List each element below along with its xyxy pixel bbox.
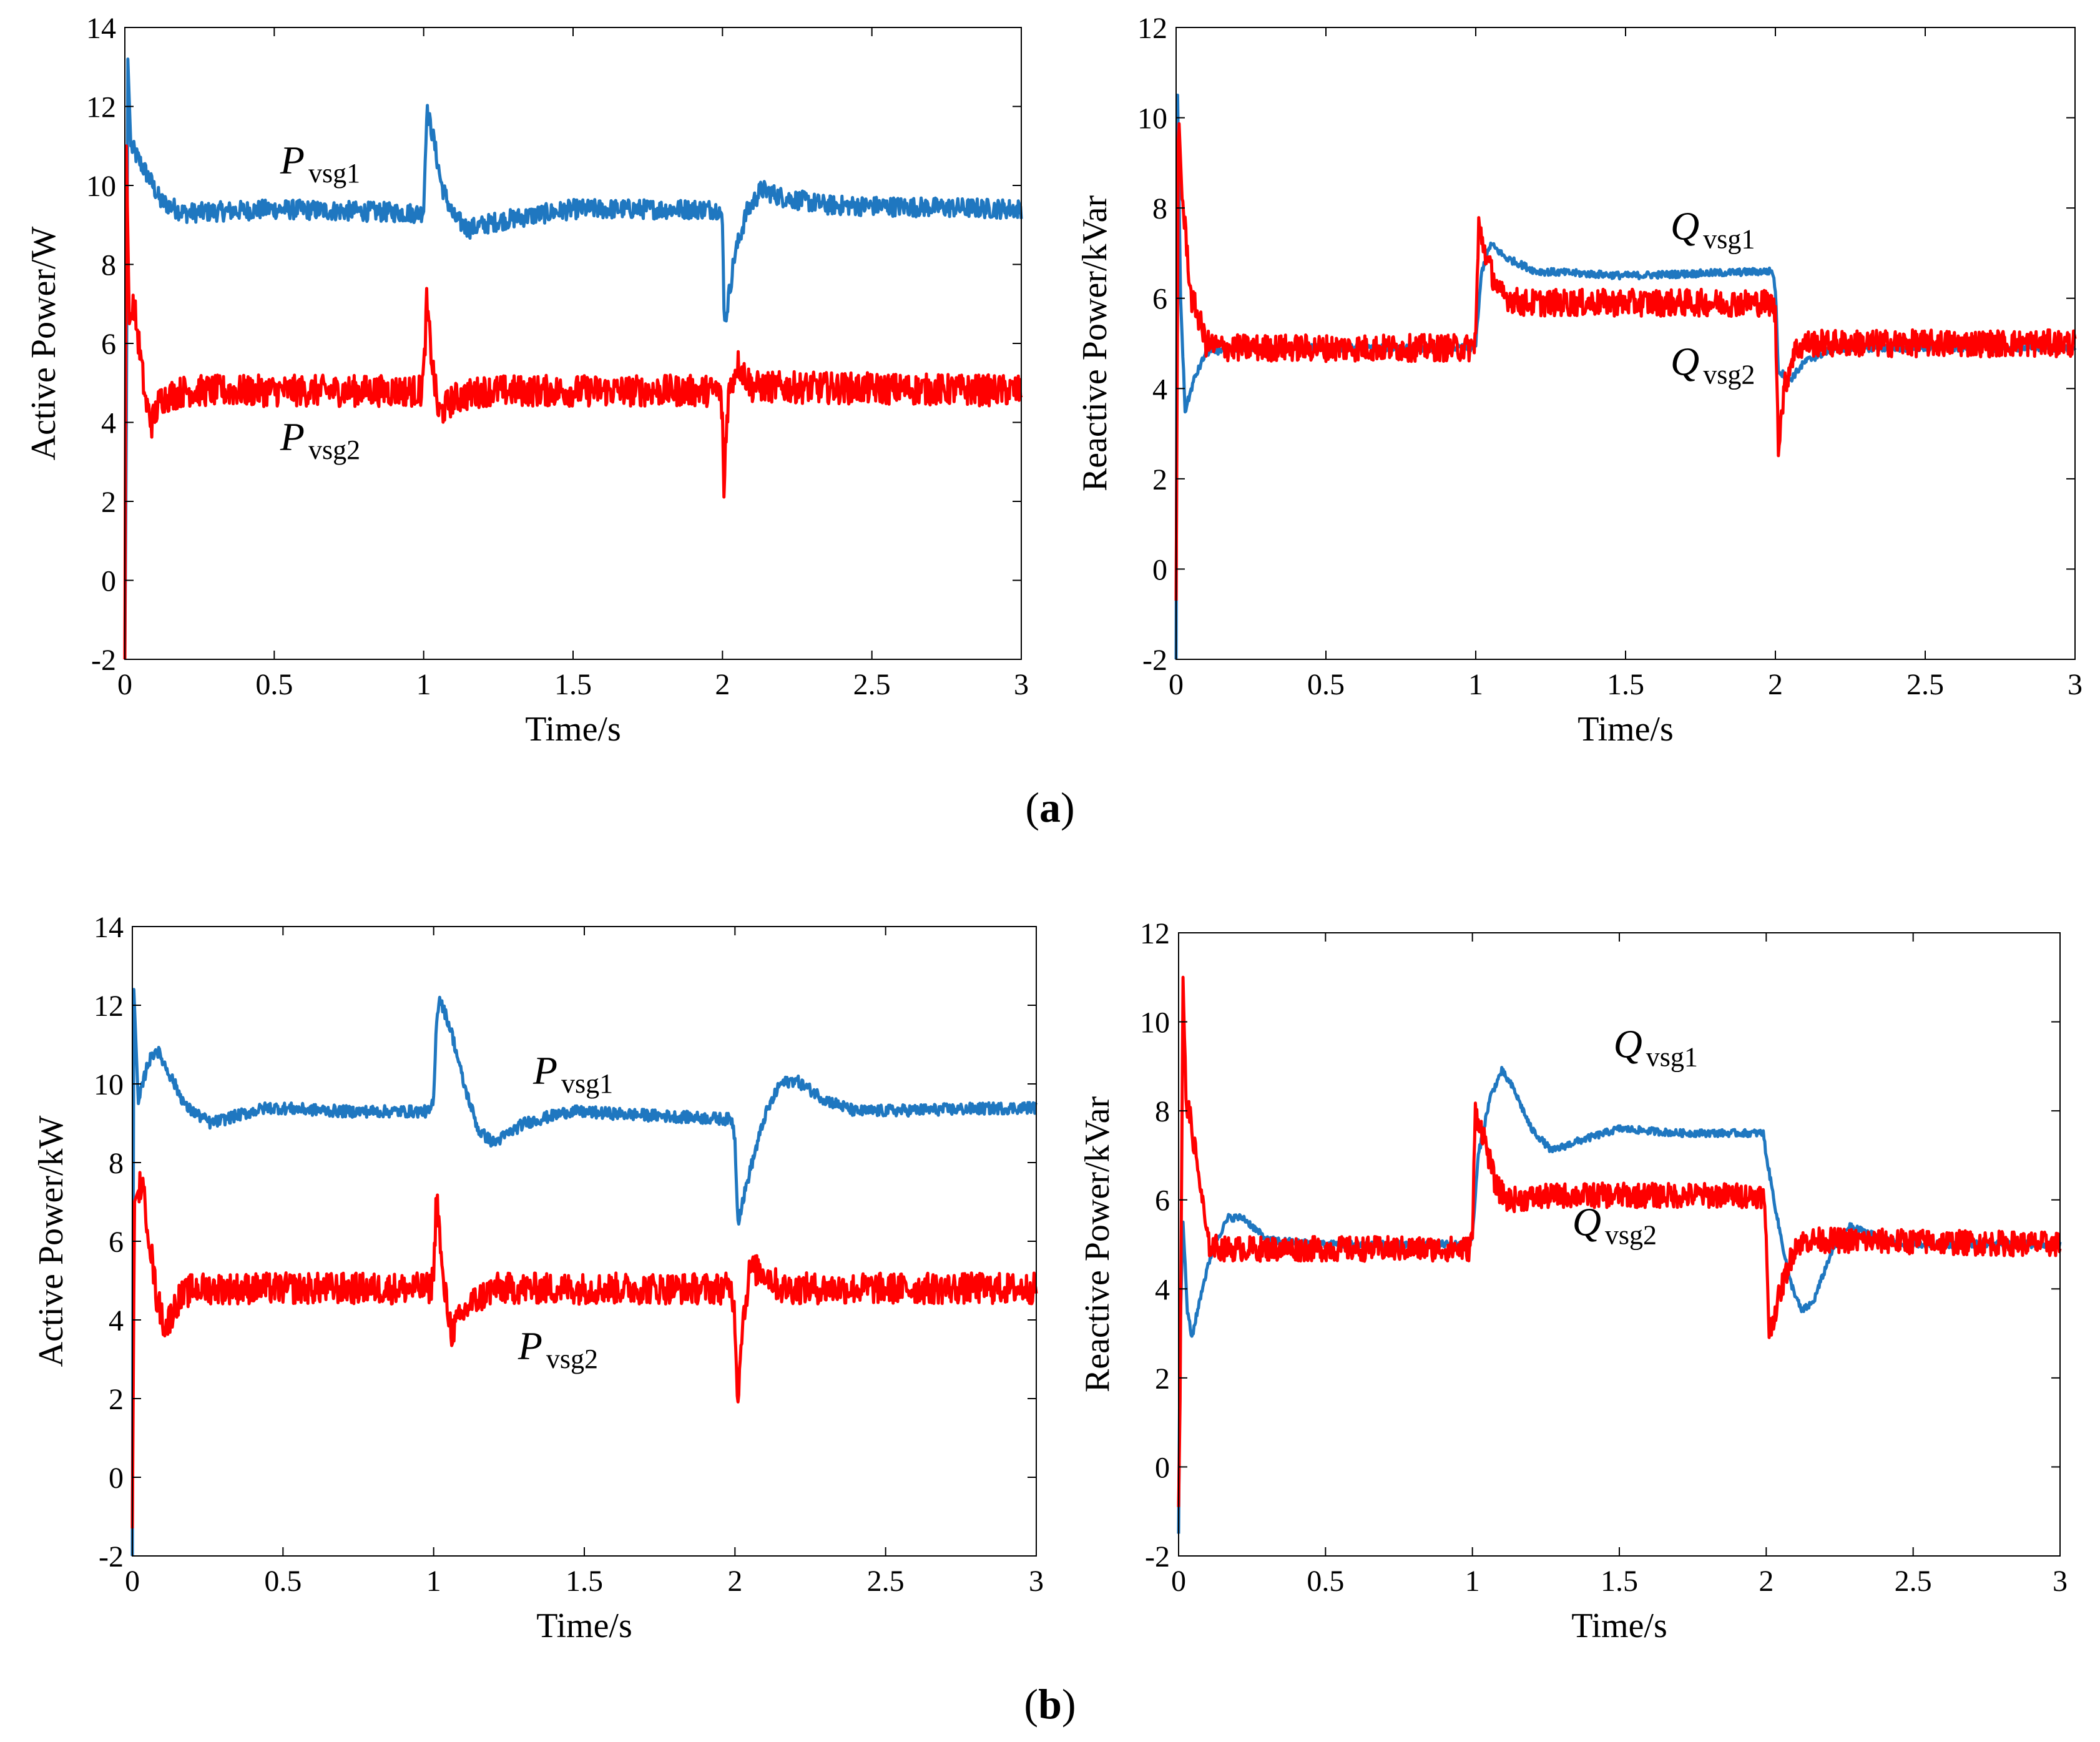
y-tick-label: 14	[86, 12, 116, 45]
x-axis-label: Time/s	[536, 1607, 632, 1645]
y-tick-label: 2	[1155, 1362, 1170, 1395]
y-tick-label: 12	[94, 990, 124, 1023]
y-tick-label: 10	[1140, 1006, 1170, 1040]
y-tick-label: 0	[1152, 553, 1167, 586]
series-p-vsg2-line	[123, 144, 1023, 660]
y-tick-label: 6	[1155, 1184, 1170, 1218]
x-tick-label: 0	[117, 668, 132, 701]
x-tick-label: 1.5	[554, 668, 592, 701]
x-tick-label: 1.5	[1601, 1565, 1638, 1598]
y-axis-label: Reactive Power/kVar	[1078, 1096, 1117, 1393]
y-tick-label: -2	[1145, 1540, 1170, 1573]
series-q-vsg1-line	[1177, 1066, 2062, 1534]
y-tick-label: 8	[1155, 1095, 1170, 1128]
y-tick-label: 4	[101, 407, 116, 440]
x-tick-label: 1	[1468, 668, 1483, 701]
caption-b: (b)	[1024, 1680, 1076, 1728]
series-q-vsg1-line	[1174, 93, 2077, 660]
x-tick-label: 0.5	[1307, 668, 1345, 701]
x-axis-label: Time/s	[1571, 1607, 1667, 1645]
y-tick-label: 0	[101, 565, 116, 598]
y-tick-label: 14	[94, 911, 124, 944]
y-tick-label: 6	[1152, 283, 1167, 316]
x-tick-label: 0.5	[255, 668, 293, 701]
x-tick-label: 2.5	[1906, 668, 1944, 701]
y-tick-label: 8	[101, 249, 116, 282]
y-tick-label: -2	[99, 1540, 124, 1573]
series-p-vsg2-line	[130, 1171, 1038, 1528]
y-tick-label: 4	[109, 1304, 124, 1337]
x-tick-label: 1.5	[1607, 668, 1644, 701]
x-tick-label: 3	[1029, 1565, 1044, 1598]
y-tick-label: -2	[1142, 644, 1167, 677]
x-tick-label: 1	[416, 668, 431, 701]
x-axis-label: Time/s	[1577, 710, 1674, 749]
x-tick-label: 0.5	[264, 1565, 302, 1598]
x-tick-label: 2	[715, 668, 730, 701]
y-tick-label: -2	[91, 644, 116, 677]
y-tick-label: 10	[94, 1068, 124, 1101]
x-tick-label: 0	[1171, 1565, 1186, 1598]
x-axis-label: Time/s	[525, 710, 621, 749]
y-axis-label: Active Power/kW	[32, 1115, 71, 1367]
x-tick-label: 1.5	[566, 1565, 603, 1598]
y-tick-label: 2	[1152, 463, 1167, 496]
y-tick-label: 12	[1137, 12, 1167, 45]
series-q-vsg2-line	[1177, 975, 2062, 1507]
x-tick-label: 2	[727, 1565, 742, 1598]
y-tick-label: 12	[86, 91, 116, 124]
x-tick-label: 2	[1759, 1565, 1774, 1598]
plot-frame	[132, 926, 1037, 1557]
y-tick-label: 8	[1152, 192, 1167, 225]
x-tick-label: 2	[1768, 668, 1783, 701]
y-tick-label: 6	[109, 1226, 124, 1259]
y-tick-label: 10	[86, 170, 116, 203]
x-tick-label: 3	[2053, 1565, 2068, 1598]
y-tick-label: 4	[1155, 1273, 1170, 1306]
x-tick-label: 0.5	[1307, 1565, 1344, 1598]
x-tick-label: 2.5	[853, 668, 891, 701]
y-tick-label: 8	[109, 1147, 124, 1180]
y-tick-label: 2	[101, 486, 116, 519]
y-tick-label: 0	[1155, 1451, 1170, 1484]
y-tick-label: 6	[101, 328, 116, 361]
x-tick-label: 1	[426, 1565, 441, 1598]
x-tick-label: 0	[1169, 668, 1184, 701]
x-tick-label: 0	[125, 1565, 140, 1598]
x-tick-label: 2.5	[1895, 1565, 1932, 1598]
y-tick-label: 12	[1140, 917, 1170, 950]
x-tick-label: 3	[2068, 668, 2083, 701]
series-q-vsg2-line	[1174, 122, 2077, 601]
y-tick-label: 4	[1152, 373, 1167, 406]
x-tick-label: 2.5	[867, 1565, 905, 1598]
y-tick-label: 10	[1137, 102, 1167, 135]
caption-a: (a)	[1025, 784, 1074, 831]
y-tick-label: 2	[109, 1383, 124, 1416]
x-tick-label: 1	[1465, 1565, 1480, 1598]
y-axis-label: Active Power/W	[24, 226, 63, 460]
y-axis-label: Reactive Power/kVar	[1076, 195, 1114, 492]
x-tick-label: 3	[1014, 668, 1029, 701]
series-p-vsg1-line	[130, 988, 1038, 1557]
y-tick-label: 0	[109, 1462, 124, 1495]
series-p-vsg1-line	[123, 57, 1023, 660]
plot-frame	[124, 27, 1022, 660]
